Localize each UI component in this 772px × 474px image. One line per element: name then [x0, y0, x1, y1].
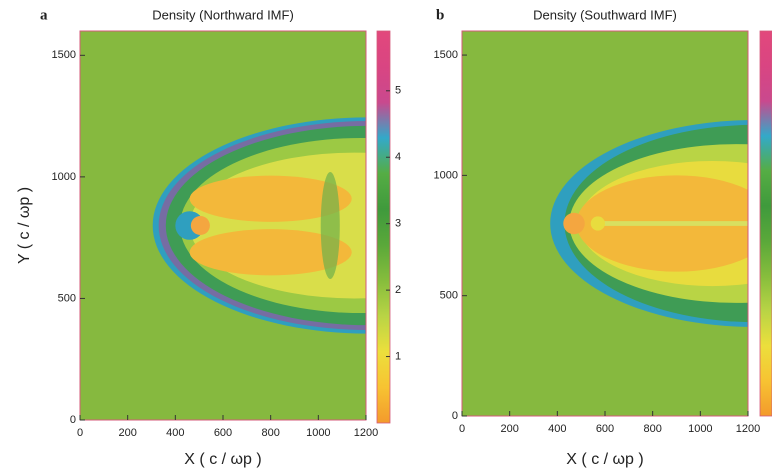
- field-region: [189, 175, 352, 222]
- y-tick-label: 1500: [52, 49, 76, 61]
- density-field: [80, 31, 366, 420]
- x-tick-label: 600: [214, 427, 232, 439]
- colorbar: [759, 30, 772, 417]
- field-region: [320, 172, 340, 279]
- colorbar: [376, 30, 391, 424]
- colorbar-tick-label: 5: [395, 85, 401, 97]
- field-region: [563, 212, 585, 235]
- y-tick-label: 0: [452, 410, 458, 422]
- x-tick-label: 200: [118, 427, 136, 439]
- field-region: [190, 215, 210, 236]
- x-axis-label: X ( c / ωp ): [184, 451, 261, 468]
- colorbar-tick-label: 3: [395, 218, 401, 230]
- y-axis-label: Y ( c / ωp ): [16, 187, 33, 264]
- y-tick-label: 500: [440, 290, 458, 302]
- x-tick-label: 800: [261, 427, 279, 439]
- colorbar-tick-label: 2: [395, 284, 401, 296]
- x-tick-label: 1000: [306, 427, 330, 439]
- chart-title: Density (Southward IMF): [533, 7, 677, 22]
- field-region: [595, 221, 748, 226]
- x-tick-label: 0: [459, 423, 465, 435]
- y-tick-label: 0: [70, 414, 76, 426]
- x-tick-label: 200: [500, 423, 518, 435]
- colorbar-tick-label: 1: [395, 350, 401, 362]
- y-tick-label: 1000: [434, 169, 458, 181]
- x-tick-label: 1200: [736, 423, 760, 435]
- panel-label: b: [436, 7, 444, 23]
- x-tick-label: 0: [77, 427, 83, 439]
- field-region: [189, 229, 352, 276]
- density-field: [462, 31, 748, 416]
- x-tick-label: 800: [643, 423, 661, 435]
- y-tick-label: 1500: [434, 49, 458, 61]
- x-tick-label: 600: [596, 423, 614, 435]
- y-tick-label: 500: [58, 292, 76, 304]
- panel-label: a: [40, 7, 48, 23]
- colorbar-tick-label: 4: [395, 151, 401, 163]
- x-tick-label: 400: [548, 423, 566, 435]
- x-tick-label: 1200: [354, 427, 378, 439]
- y-tick-label: 1000: [52, 171, 76, 183]
- x-tick-label: 1000: [688, 423, 712, 435]
- x-tick-label: 400: [166, 427, 184, 439]
- chart-title: Density (Northward IMF): [152, 7, 294, 22]
- x-axis-label: X ( c / ωp ): [566, 451, 643, 468]
- field-region: [590, 216, 605, 231]
